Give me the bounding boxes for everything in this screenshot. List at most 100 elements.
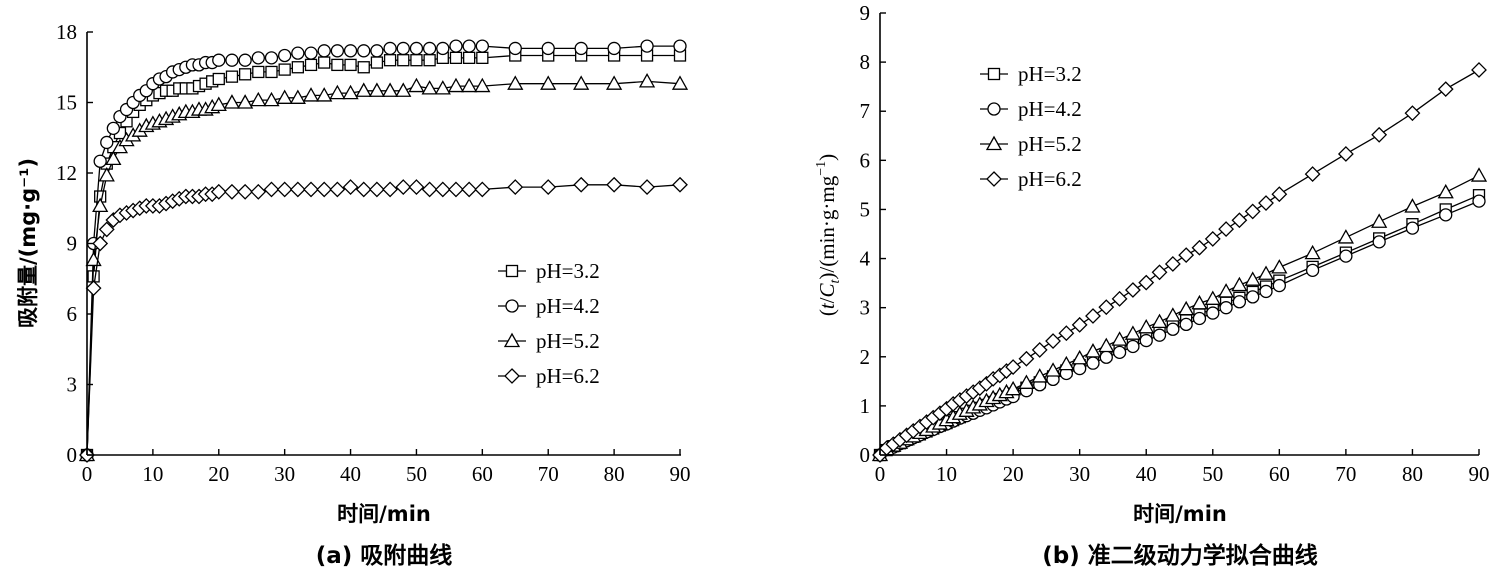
x-tick-label: 0: [82, 462, 93, 486]
legend-label: pH=6.2: [536, 364, 600, 388]
data-point: [640, 39, 654, 53]
data-point: [1179, 317, 1193, 332]
data-point: [673, 39, 687, 53]
data-point: [100, 135, 114, 150]
data-point: [1339, 249, 1353, 263]
data-point: [303, 181, 319, 198]
data-point: [289, 181, 306, 198]
data-point: [383, 54, 397, 67]
y-tick-label: 18: [56, 20, 77, 44]
data-point: [237, 94, 254, 109]
data-point: [422, 41, 437, 56]
x-tick-label: 90: [1469, 462, 1490, 486]
data-point: [331, 58, 344, 72]
data-point: [1257, 265, 1275, 280]
data-point: [508, 41, 522, 56]
data-point: [449, 51, 463, 64]
data-point: [304, 46, 318, 60]
series-ph-52: [871, 167, 1488, 462]
data-point: [607, 41, 621, 56]
legend-item: pH=4.2: [980, 97, 1082, 121]
data-point: [264, 51, 279, 65]
data-point: [1337, 146, 1354, 162]
data-point: [330, 44, 345, 58]
data-point: [1085, 308, 1101, 324]
data-point: [223, 94, 241, 109]
y-tick-label: 0: [860, 443, 871, 467]
legend-label: pH=4.2: [536, 294, 600, 318]
data-point: [671, 75, 689, 90]
data-point: [329, 84, 346, 100]
data-point: [1138, 318, 1155, 334]
data-point: [263, 181, 280, 198]
data-point: [410, 54, 423, 67]
x-tick-label: 30: [1069, 462, 1090, 486]
data-point: [212, 72, 225, 86]
data-point: [639, 179, 655, 196]
data-point: [461, 181, 478, 198]
series-line: [86, 45, 680, 456]
data-point: [541, 41, 555, 56]
data-point: [1404, 105, 1421, 122]
data-point: [1231, 212, 1248, 229]
data-point: [368, 82, 386, 97]
data-point: [421, 181, 438, 198]
x-tick-label: 20: [1003, 462, 1024, 486]
data-point: [606, 176, 623, 193]
data-point: [1405, 221, 1420, 235]
data-point: [1084, 343, 1102, 358]
legend-label: pH=6.2: [1018, 167, 1082, 191]
legend-marker: [985, 135, 1003, 151]
chart-a-caption: (a) 吸附曲线: [316, 542, 453, 569]
x-tick-label: 80: [1402, 462, 1423, 486]
x-tick-label: 10: [142, 462, 163, 486]
data-point: [93, 154, 107, 168]
x-tick-label: 70: [538, 462, 559, 486]
data-point: [106, 121, 121, 136]
y-tick-label: 7: [860, 99, 871, 123]
x-tick-label: 40: [340, 462, 361, 486]
data-point: [1337, 229, 1354, 244]
data-point: [1018, 350, 1035, 367]
data-point: [423, 54, 436, 67]
data-point: [291, 46, 305, 60]
data-point: [355, 82, 372, 97]
chart-b-x-ticks: 0 10 20 30 40 50 60 70 80 90: [875, 449, 1490, 486]
y-tick-label: 0: [67, 443, 78, 467]
data-point: [1166, 322, 1180, 336]
legend-item: pH=5.2: [498, 329, 600, 353]
data-point: [1305, 263, 1320, 277]
x-tick-label: 60: [1269, 462, 1290, 486]
data-point: [1371, 213, 1388, 228]
data-point: [1272, 278, 1286, 293]
data-point: [540, 75, 557, 90]
data-point: [212, 53, 226, 67]
data-point: [1018, 374, 1035, 389]
x-tick-label: 40: [1136, 462, 1157, 486]
data-point: [1005, 359, 1022, 376]
data-point: [1244, 203, 1261, 220]
data-point: [1124, 325, 1142, 340]
legend-item: pH=3.2: [980, 62, 1082, 86]
data-point: [1071, 349, 1088, 365]
data-point: [238, 53, 252, 67]
data-point: [409, 41, 424, 56]
data-point: [342, 84, 359, 100]
legend-label: pH=5.2: [1018, 132, 1082, 156]
data-point: [1112, 345, 1127, 360]
chart-b-legend: pH=3.2 pH=4.2 pH=5.2 pH=6.2: [980, 62, 1082, 191]
data-point: [1437, 183, 1454, 199]
data-point: [316, 87, 333, 102]
data-point: [448, 181, 464, 198]
data-point: [1152, 328, 1167, 342]
data-point: [1058, 325, 1075, 342]
data-point: [92, 235, 109, 252]
data-point: [252, 65, 265, 79]
data-point: [1437, 81, 1454, 98]
legend-item: pH=4.2: [498, 294, 600, 318]
data-point: [1151, 313, 1168, 329]
data-point: [357, 44, 371, 58]
data-point: [463, 51, 476, 64]
data-point: [1191, 294, 1208, 310]
